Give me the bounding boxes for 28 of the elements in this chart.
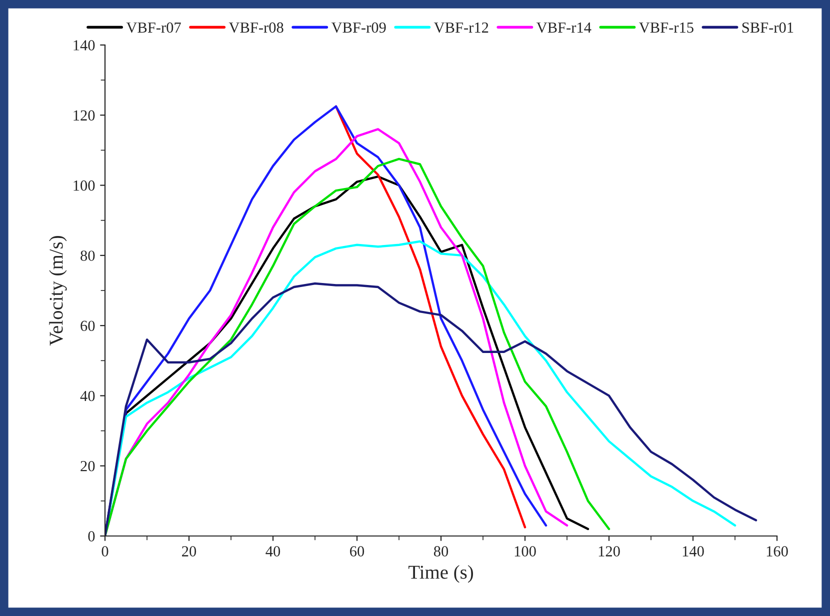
legend-label: VBF-r15	[639, 22, 694, 33]
x-tick-label: 160	[766, 546, 788, 556]
x-tick-label: 40	[266, 546, 280, 556]
legend-label: VBF-r14	[536, 22, 592, 33]
y-tick-label: 100	[74, 180, 95, 191]
x-tick-label: 120	[598, 546, 620, 556]
y-tick-label: 0	[88, 531, 95, 542]
legend-label: VBF-r09	[331, 22, 386, 33]
line-series	[334, 105, 526, 528]
x-tick-label: 140	[682, 546, 704, 556]
y-tick-label: 140	[74, 40, 95, 50]
y-axis-title: Velocity (m/s)	[49, 236, 67, 346]
x-tick-label: 20	[182, 546, 196, 556]
legend-label: SBF-r01	[742, 22, 794, 33]
legend-label: VBF-r07	[126, 22, 181, 33]
legend-label: VBF-r12	[434, 22, 488, 33]
x-axis-title: Time (s)	[408, 565, 474, 583]
y-tick-label: 40	[80, 390, 95, 402]
y-tick-label: 20	[80, 461, 95, 472]
x-tick-label: 80	[434, 546, 448, 556]
x-tick-label: 0	[102, 546, 108, 556]
legend-label: VBF-r08	[228, 22, 284, 33]
x-tick-label: 100	[514, 546, 536, 556]
line-series	[105, 282, 758, 536]
x-tick-label: 60	[350, 546, 364, 556]
y-tick-label: 120	[74, 110, 95, 121]
y-tick-label: 80	[80, 250, 95, 261]
y-tick-label: 60	[80, 320, 95, 332]
